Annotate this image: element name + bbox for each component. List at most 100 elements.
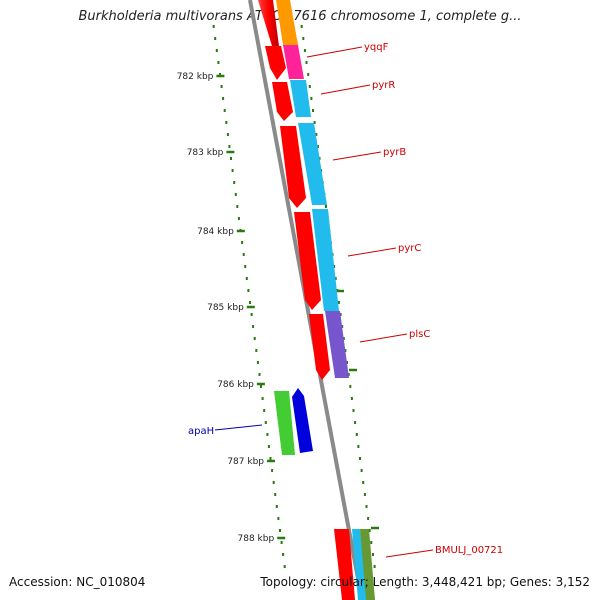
ruler-dot: [220, 85, 223, 88]
ruler-dot: [279, 529, 281, 532]
ruler-dot: [346, 361, 348, 364]
ruler-dot: [219, 73, 221, 76]
ruler-dot: [359, 457, 361, 460]
gene-feature-yqqF-cds[interactable]: [258, 0, 279, 46]
label-connector: [306, 46, 363, 58]
gene-feature-cds-2[interactable]: [265, 46, 286, 80]
ruler-dot: [263, 409, 266, 412]
ruler-dot: [354, 421, 357, 424]
ruler-dot: [266, 433, 269, 436]
ruler-dot: [228, 145, 231, 148]
ruler-tick-label: 787 kbp: [227, 457, 264, 467]
ruler-dot: [244, 265, 247, 268]
ruler-dot: [249, 301, 251, 304]
ruler-dot: [272, 481, 275, 484]
ruler-dot: [334, 277, 337, 280]
ruler-dot: [303, 49, 306, 52]
gene-label-pyrC[interactable]: pyrC: [398, 243, 421, 254]
gene-label-yqqF[interactable]: yqqF: [364, 42, 389, 53]
ruler-dots: [212, 25, 376, 568]
ruler-dot: [342, 337, 345, 340]
ruler-dot: [277, 517, 280, 520]
ruler-dot: [325, 205, 327, 208]
ruler-dot: [310, 97, 313, 100]
ruler-dot: [225, 121, 228, 124]
label-connector: [359, 333, 408, 343]
ruler-dot: [236, 205, 239, 208]
gene-feature-pyrR-cds[interactable]: [272, 82, 293, 121]
gene-label-pyrB[interactable]: pyrB: [383, 147, 406, 158]
ruler-dot: [339, 313, 342, 316]
ruler-dot: [253, 337, 256, 340]
ruler-dot: [255, 349, 258, 352]
gene-label-BMULJ_00721[interactable]: BMULJ_00721: [435, 545, 503, 556]
label-connector: [385, 549, 434, 558]
ruler-dot: [313, 121, 316, 124]
accession-text: Accession: NC_010804: [9, 575, 146, 589]
ruler-dot: [305, 61, 308, 64]
ruler-dot: [357, 445, 360, 448]
ruler-dot: [300, 25, 303, 28]
gene-feature-yqqF-gene[interactable]: [276, 0, 298, 45]
ruler-dot: [302, 37, 305, 40]
gene-labels: yqqF pyrR pyrB pyrC plsC apaH BMULJ_0072…: [188, 42, 503, 558]
ruler-dot: [237, 217, 240, 220]
label-connector: [320, 84, 371, 95]
ruler-dot: [365, 505, 368, 508]
gene-feature-BMULJ_00721-gene1[interactable]: [352, 529, 367, 600]
ruler-dot: [274, 493, 277, 496]
gene-feature-apaH-cds[interactable]: [292, 388, 313, 453]
ruler-dot: [258, 373, 261, 376]
ruler-dot: [336, 289, 339, 292]
ruler-dot: [275, 505, 278, 508]
ruler-dot: [344, 349, 347, 352]
gene-feature-pyrB-gene[interactable]: [298, 123, 327, 205]
ruler-tick-label: 782 kbp: [177, 72, 214, 82]
ruler-dot: [250, 313, 253, 316]
ruler-dot: [223, 109, 226, 112]
ruler-dot: [280, 541, 283, 544]
label-connector: [214, 424, 263, 431]
ruler-tick-label: 786 kbp: [217, 380, 254, 390]
gene-label-pyrR[interactable]: pyrR: [372, 80, 395, 91]
ruler-dot: [230, 157, 232, 160]
summary-text: Topology: circular; Length: 3,448,421 bp…: [260, 575, 590, 589]
ruler-dot: [316, 145, 319, 148]
gene-feature-BMULJ_00721-gene2[interactable]: [360, 529, 375, 600]
gene-features: [258, 0, 375, 600]
ruler-dot: [239, 229, 242, 232]
ruler-dot: [363, 493, 366, 496]
ruler-dot: [283, 565, 286, 568]
ruler-dot: [367, 517, 370, 520]
gene-label-apaH[interactable]: apaH: [188, 426, 214, 437]
gene-feature-BMULJ_00721-cds[interactable]: [334, 529, 355, 600]
ruler-dot: [241, 241, 244, 244]
ruler-dot: [234, 193, 237, 196]
gene-feature-apaH-gene[interactable]: [274, 391, 295, 455]
ruler-dot: [337, 301, 340, 304]
gene-feature-pyrC-gene[interactable]: [312, 209, 339, 311]
ruler-dot: [260, 385, 262, 388]
ruler-dot: [215, 49, 218, 52]
ruler-dot: [373, 565, 376, 568]
ruler-tick-label: 785 kbp: [207, 303, 244, 313]
ruler-dot: [269, 457, 272, 460]
gene-feature-plsC-cds[interactable]: [309, 314, 330, 380]
ruler-dot: [226, 133, 229, 136]
ruler-dot: [350, 397, 353, 400]
ruler-dot: [256, 361, 259, 364]
ruler-dot: [368, 529, 371, 532]
gene-feature-magenta[interactable]: [283, 45, 304, 79]
gene-feature-plsC-gene[interactable]: [325, 311, 349, 378]
ruler-tick-label: 783 kbp: [187, 148, 224, 158]
ruler-dot: [372, 553, 374, 556]
gene-label-plsC[interactable]: plsC: [409, 329, 430, 340]
gene-feature-pyrC-cds[interactable]: [294, 212, 321, 310]
gene-feature-pyrR-gene[interactable]: [290, 80, 311, 117]
map-title: Burkholderia multivorans ATCC 17616 chro…: [78, 9, 522, 24]
gene-feature-pyrB-cds[interactable]: [280, 126, 306, 208]
ruler-tick-label: 788 kbp: [238, 534, 275, 544]
ruler-dot: [247, 289, 250, 292]
